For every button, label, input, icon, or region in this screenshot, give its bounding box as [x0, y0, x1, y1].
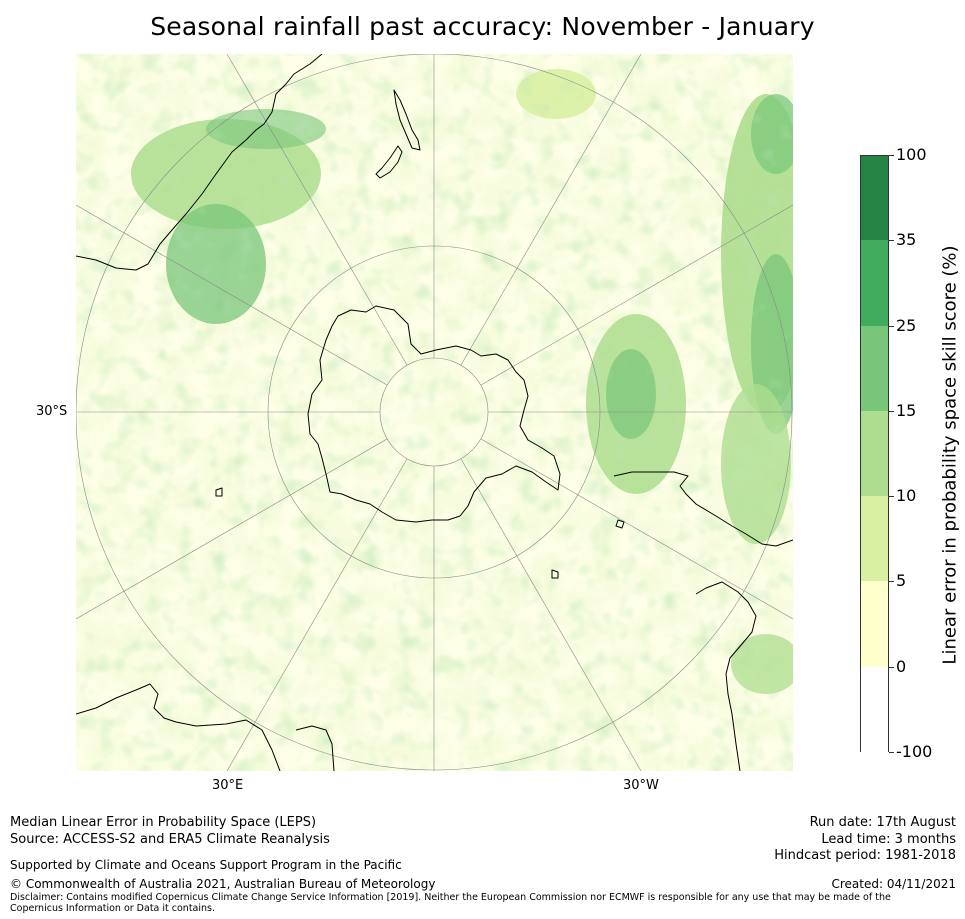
footer-hindcast-period: Hindcast period: 1981-2018	[774, 848, 956, 863]
footer-run-date: Run date: 17th August	[809, 815, 956, 830]
polar-map	[76, 54, 793, 771]
footer-created-date: Created: 04/11/2021	[831, 877, 956, 891]
map-title: Seasonal rainfall past accuracy: Novembe…	[150, 12, 815, 41]
colorbar-tick-label: 25	[896, 315, 917, 335]
colorbar-title: Linear error in probability space skill …	[939, 245, 961, 665]
colorbar-tick-label: 100	[896, 145, 927, 164]
footer-lead-time: Lead time: 3 months	[821, 832, 956, 847]
new-zealand-north	[393, 89, 421, 151]
australia-coast	[76, 54, 323, 271]
colorbar-bin	[860, 155, 889, 241]
colorbar-tick	[889, 325, 894, 327]
colorbar-tick	[889, 581, 894, 583]
colorbar-tick-label: 35	[896, 230, 917, 250]
africa-coast	[76, 683, 281, 771]
colorbar-bin	[860, 666, 889, 753]
africa-coast-2	[295, 725, 335, 771]
field-level-15	[76, 54, 793, 771]
antarctica-coast	[307, 305, 561, 523]
lon-label-30w: 30°W	[623, 778, 659, 793]
coastlines	[76, 54, 793, 771]
south-america-tip	[695, 581, 757, 771]
footer-source: Source: ACCESS-S2 and ERA5 Climate Reana…	[10, 832, 330, 847]
island-small-1	[215, 487, 223, 497]
footer-description: Median Linear Error in Probability Space…	[10, 815, 317, 830]
colorbar-tick-label: 0	[896, 656, 907, 676]
colorbar-bin	[860, 325, 889, 412]
island-small-3	[615, 519, 625, 529]
footer-disclaimer: Disclaimer: Contains modified Copernicus…	[10, 892, 891, 914]
lat-label-30s: 30°S	[36, 404, 68, 419]
colorbar-tick	[889, 752, 894, 753]
skill-score-map	[76, 54, 793, 771]
colorbar-bin	[860, 410, 889, 497]
colorbar-tick-label: 5	[896, 571, 907, 591]
island-small-2	[551, 569, 559, 579]
colorbar-bin	[860, 496, 889, 582]
colorbar-tick-label: 10	[896, 486, 917, 506]
colorbar	[860, 155, 894, 753]
footer-support: Supported by Climate and Oceans Support …	[10, 858, 402, 872]
colorbar-tick	[889, 240, 894, 242]
south-america-coast	[613, 471, 793, 547]
lon-label-30e: 30°E	[212, 778, 244, 793]
colorbar-tick	[889, 410, 894, 412]
new-zealand-south	[375, 145, 403, 179]
colorbar-tick	[889, 496, 894, 498]
footer-copyright: © Commonwealth of Australia 2021, Austra…	[10, 877, 436, 891]
colorbar-tick	[889, 666, 894, 668]
colorbar-tick	[889, 155, 894, 156]
colorbar-bin	[860, 240, 889, 327]
colorbar-bin	[860, 581, 889, 668]
colorbar-tick-label: -100	[896, 742, 933, 761]
colorbar-tick-label: 15	[896, 400, 917, 420]
graticule	[76, 54, 793, 771]
